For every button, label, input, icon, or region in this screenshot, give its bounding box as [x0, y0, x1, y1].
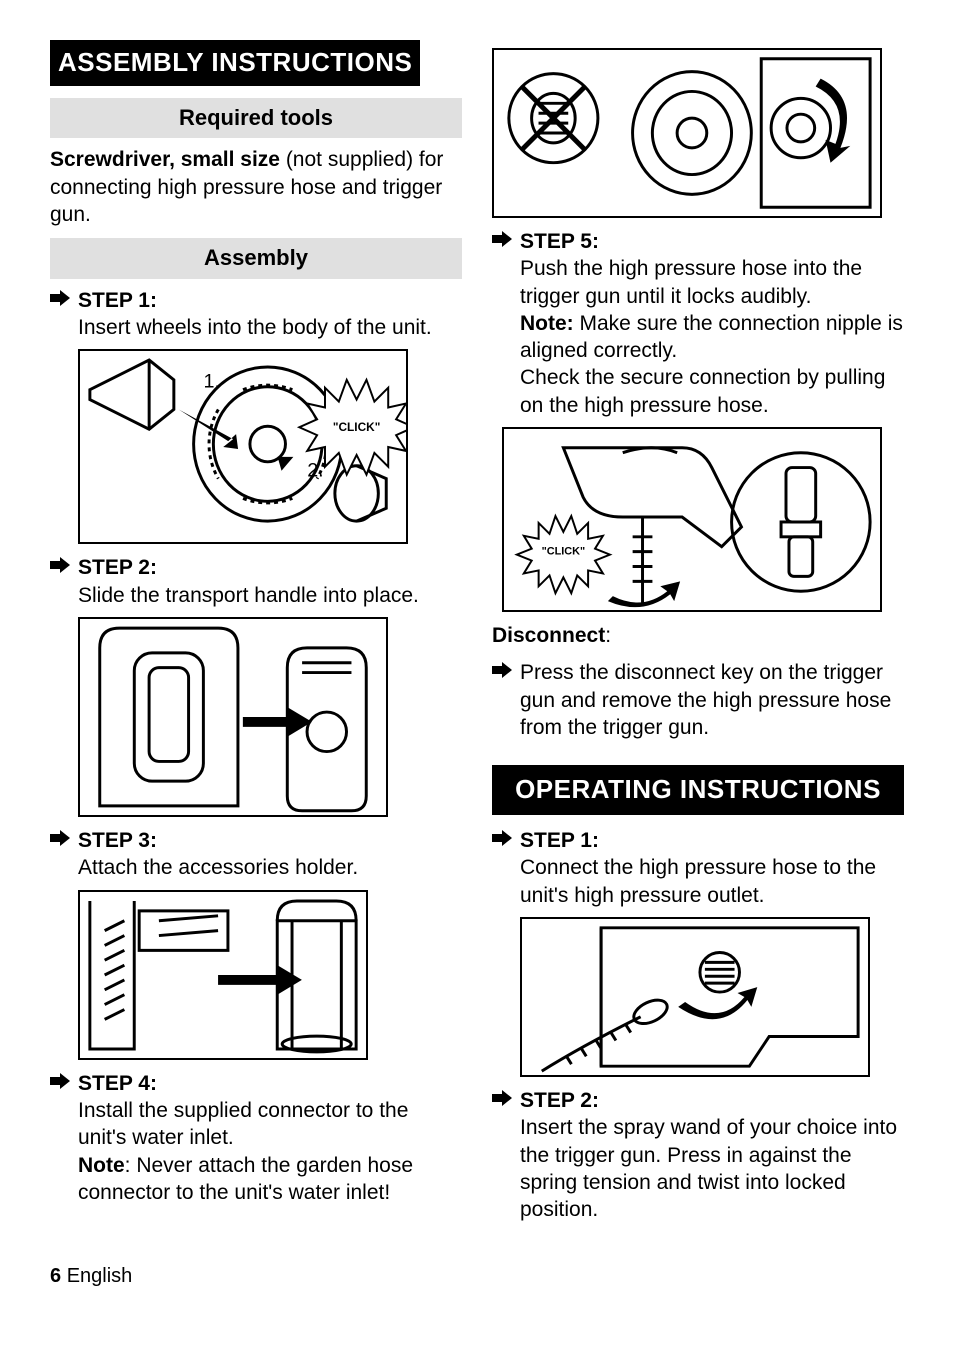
page-footer: 6 English: [50, 1263, 904, 1289]
heading-text: OPERATING INSTRUCTIONS: [500, 773, 896, 807]
click-label: "CLICK": [333, 421, 380, 435]
tool-name: Screwdriver, small size: [50, 148, 280, 171]
page-number: 6: [50, 1265, 61, 1287]
step-text: Attach the accessories holder.: [78, 854, 462, 881]
step-text: Press the disconnect key on the trigger …: [520, 659, 904, 741]
step-note: Note: Never attach the garden hose conne…: [78, 1152, 462, 1207]
illustration-step-5: "CLICK": [502, 427, 882, 612]
two-column-layout: ASSEMBLY INSTRUCTIONS Required tools Scr…: [50, 40, 904, 1223]
illustration-op-step-1: [520, 917, 870, 1077]
disconnect-heading: Disconnect:: [492, 622, 904, 649]
assembly-step-2: STEP 2: Slide the transport handle into …: [50, 554, 462, 609]
assembly-step-5: STEP 5: Push the high pressure hose into…: [492, 228, 904, 419]
subheading-assembly: Assembly: [50, 238, 462, 279]
step-label: STEP 1:: [78, 287, 462, 314]
arrow-icon: [492, 661, 512, 679]
step-note: Note: Make sure the connection nipple is…: [520, 310, 904, 365]
arrow-icon: [492, 829, 512, 847]
step-label: STEP 3:: [78, 827, 462, 854]
arrow-icon: [492, 1089, 512, 1107]
assembly-step-4: STEP 4: Install the supplied connector t…: [50, 1070, 462, 1206]
step-text: Slide the transport handle into place.: [78, 582, 462, 609]
arrow-icon: [50, 829, 70, 847]
step-text-2: Check the secure connection by pulling o…: [520, 364, 904, 419]
illustration-step-4: [492, 48, 882, 218]
step-label: STEP 4:: [78, 1070, 462, 1097]
subheading-required-tools: Required tools: [50, 98, 462, 139]
page-language: English: [67, 1265, 133, 1287]
step-label: STEP 5:: [520, 228, 904, 255]
illustration-step-2: [78, 617, 388, 817]
assembly-step-3: STEP 3: Attach the accessories holder.: [50, 827, 462, 882]
illus-label-1: 1.: [203, 371, 219, 393]
operating-step-2: STEP 2: Insert the spray wand of your ch…: [492, 1087, 904, 1223]
right-column: STEP 5: Push the high pressure hose into…: [492, 40, 904, 1223]
step-text: Connect the high pressure hose to the un…: [520, 854, 904, 909]
disconnect-step: Press the disconnect key on the trigger …: [492, 659, 904, 741]
illustration-step-1: 1. 2. "CLICK": [78, 349, 408, 544]
step-label: STEP 1:: [520, 827, 904, 854]
click-label: "CLICK": [542, 546, 586, 558]
heading-assembly-instructions: ASSEMBLY INSTRUCTIONS: [50, 40, 420, 86]
arrow-icon: [50, 1072, 70, 1090]
arrow-icon: [50, 556, 70, 574]
note-label: Note: [78, 1154, 125, 1177]
step-text: Push the high pressure hose into the tri…: [520, 255, 904, 310]
illustration-step-3: [78, 890, 368, 1060]
required-tools-text: Screwdriver, small size (not supplied) f…: [50, 146, 462, 228]
step-label: STEP 2:: [78, 554, 462, 581]
illus-label-2: 2.: [307, 460, 323, 482]
step-label: STEP 2:: [520, 1087, 904, 1114]
note-label: Note:: [520, 312, 574, 335]
arrow-icon: [492, 230, 512, 248]
left-column: ASSEMBLY INSTRUCTIONS Required tools Scr…: [50, 40, 462, 1223]
assembly-step-1: STEP 1: Insert wheels into the body of t…: [50, 287, 462, 342]
step-text: Insert wheels into the body of the unit.: [78, 314, 462, 341]
step-text: Install the supplied connector to the un…: [78, 1097, 462, 1152]
note-text: : Never attach the garden hose connector…: [78, 1154, 413, 1204]
disconnect-colon: :: [605, 624, 611, 647]
disconnect-label: Disconnect: [492, 624, 605, 647]
arrow-icon: [50, 289, 70, 307]
operating-step-1: STEP 1: Connect the high pressure hose t…: [492, 827, 904, 909]
heading-operating-instructions: OPERATING INSTRUCTIONS: [492, 765, 904, 815]
note-text: Make sure the connection nipple is align…: [520, 312, 903, 362]
step-text: Insert the spray wand of your choice int…: [520, 1114, 904, 1223]
